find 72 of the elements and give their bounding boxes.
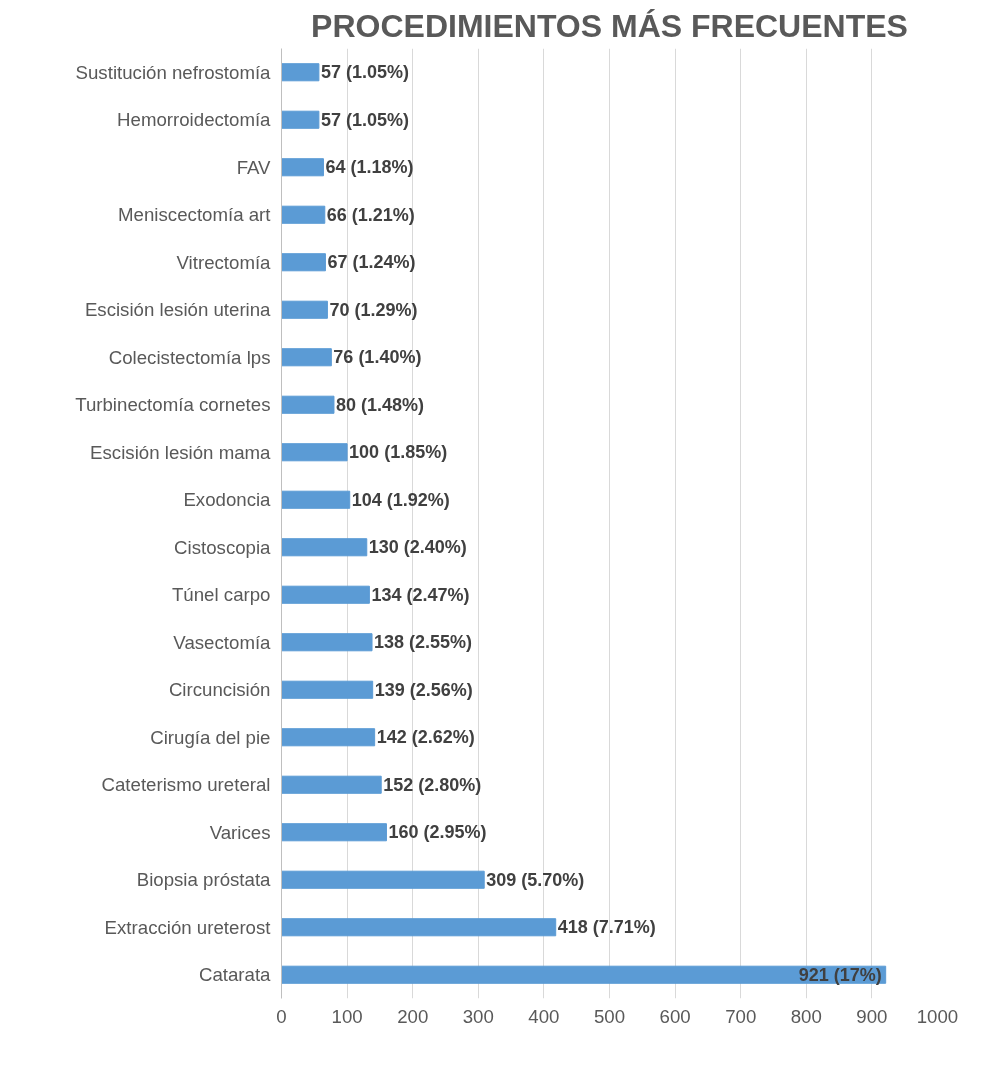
y-tick-label: Escisión lesión uterina [84,299,272,321]
data-label: 80 (1.48%) [335,394,425,415]
y-tick-label: Cirugía del pie [150,726,271,748]
x-tick-label: 400 [528,1005,560,1027]
y-tick-label: Vasectomía [173,631,272,653]
data-label: 142 (2.62%) [376,727,475,748]
bar [281,965,887,984]
data-label: 100 (1.85%) [349,442,448,463]
data-label: 66 (1.21%) [326,204,415,225]
y-tick-label: Cistoscopia [174,536,272,558]
bar [281,490,351,509]
bar [281,205,326,224]
y-tick-label: Catarata [198,964,272,986]
y-tick-label: Hemorroidectomía [117,109,272,131]
data-label: 138 (2.55%) [374,632,473,653]
y-tick-label: Cateterismo ureteral [101,774,271,796]
data-label: 104 (1.92%) [351,489,450,510]
y-tick-label: FAV [236,156,272,178]
data-label: 57 (1.05%) [320,62,409,83]
bar [281,870,485,889]
bar [281,823,387,842]
y-tick-label: Túnel carpo [171,584,271,606]
x-tick-label: 500 [593,1005,626,1027]
chart-title: PROCEDIMIENTOS MÁS FRECUENTES [311,7,908,44]
data-label: 76 (1.40%) [333,347,422,368]
bar [281,585,370,604]
y-tick-label: Varices [209,821,271,843]
bar [281,300,328,319]
data-label: 160 (2.95%) [388,822,487,843]
data-label: 921 (17%) [798,964,882,985]
bar [281,918,557,937]
x-tick-label: 800 [790,1005,822,1027]
bar [281,348,332,367]
y-tick-label: Exodoncia [183,489,272,511]
x-tick-label: 300 [462,1005,494,1027]
y-tick-label: Turbinectomía cornetes [75,394,271,416]
data-label: 64 (1.18%) [325,157,414,178]
data-label: 139 (2.56%) [374,679,473,700]
y-tick-label: Biopsia próstata [136,869,272,891]
data-label: 70 (1.29%) [329,299,418,320]
data-label: 57 (1.05%) [320,109,409,130]
x-tick-label: 100 [331,1005,363,1027]
y-tick-label: Extracción ureterost [104,916,272,938]
y-tick-label: Meniscectomía art [118,204,272,226]
data-label: 134 (2.47%) [371,584,470,605]
y-tick-label: Sustitución nefrostomía [75,61,272,83]
x-tick-label: 200 [397,1005,429,1027]
bar [281,775,382,794]
x-tick-label: 0 [276,1005,287,1027]
x-tick-label: 600 [659,1005,691,1027]
data-label: 67 (1.24%) [327,252,416,273]
bar [281,110,320,129]
data-label: 152 (2.80%) [383,774,482,795]
x-tick-label: 900 [856,1005,888,1027]
y-tick-label: Vitrectomía [176,251,272,273]
data-label: 309 (5.70%) [486,869,585,890]
y-tick-label: Escisión lesión mama [90,441,272,463]
x-tick-label: 700 [725,1005,757,1027]
bar [281,63,320,82]
bar [281,680,374,699]
bar [281,728,376,747]
data-label: 130 (2.40%) [368,537,467,558]
bar [281,443,348,462]
bar [281,158,324,177]
bar [281,633,373,652]
x-tick-label: 1000 [916,1005,959,1027]
data-label: 418 (7.71%) [557,917,656,938]
bar [281,395,335,414]
bar [281,253,326,272]
y-tick-label: Colecistectomía lps [108,346,271,368]
bar [281,538,368,557]
y-tick-label: Circuncisión [168,679,271,701]
